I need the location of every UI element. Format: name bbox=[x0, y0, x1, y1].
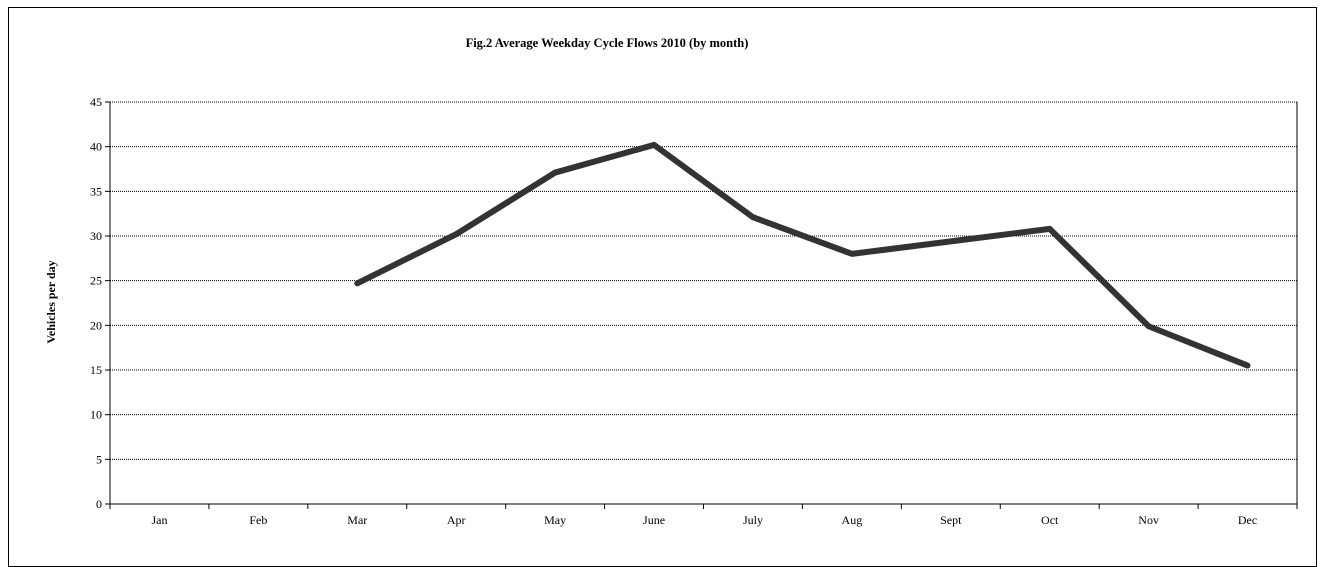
data-point bbox=[752, 216, 754, 218]
series-line bbox=[354, 141, 1251, 369]
x-tick-label: Oct bbox=[1041, 513, 1059, 527]
x-tick-label: Jan bbox=[151, 513, 167, 527]
chart-frame bbox=[8, 7, 1317, 567]
y-axis-label: Vehicles per day bbox=[44, 260, 58, 343]
y-tick-label: 35 bbox=[90, 184, 102, 198]
data-point bbox=[1247, 365, 1249, 367]
y-tick-label: 20 bbox=[90, 318, 102, 332]
data-point bbox=[851, 253, 853, 255]
x-tick-label: Aug bbox=[842, 513, 863, 527]
data-point bbox=[554, 172, 556, 174]
x-tick-label: Feb bbox=[249, 513, 267, 527]
series-group bbox=[354, 141, 1251, 369]
data-point bbox=[950, 240, 952, 242]
x-tick-label: Sept bbox=[940, 513, 962, 527]
data-point bbox=[356, 282, 358, 284]
x-tick-label: Apr bbox=[447, 513, 466, 527]
data-point bbox=[653, 144, 655, 146]
y-tick-labels: 0 5 10 15 20 25 30 35 40 45 bbox=[90, 95, 102, 511]
data-point bbox=[1049, 228, 1051, 230]
gridlines bbox=[110, 101, 1297, 460]
y-tick-label: 40 bbox=[90, 140, 102, 154]
x-tick-label: June bbox=[643, 513, 665, 527]
y-tick-label: 30 bbox=[90, 229, 102, 243]
x-tick-label: Mar bbox=[347, 513, 367, 527]
chart-title: Fig.2 Average Weekday Cycle Flows 2010 (… bbox=[466, 36, 749, 50]
y-tick-label: 0 bbox=[96, 497, 102, 511]
y-tick-label: 45 bbox=[90, 95, 102, 109]
x-tick-label: Nov bbox=[1138, 513, 1159, 527]
data-point bbox=[455, 233, 457, 235]
y-tick-label: 25 bbox=[90, 274, 102, 288]
y-tick-label: 15 bbox=[90, 363, 102, 377]
x-tick-label: Dec bbox=[1238, 513, 1257, 527]
y-tick-label: 10 bbox=[90, 408, 102, 422]
x-tick-label: July bbox=[743, 513, 763, 527]
x-tick-labels: Jan Feb Mar Apr May June July Aug Sept Oct Nov Dec bbox=[151, 513, 1257, 527]
x-tick-label: May bbox=[544, 513, 566, 527]
data-point bbox=[1148, 325, 1150, 327]
axes bbox=[105, 101, 1298, 509]
y-tick-label: 5 bbox=[96, 452, 102, 466]
